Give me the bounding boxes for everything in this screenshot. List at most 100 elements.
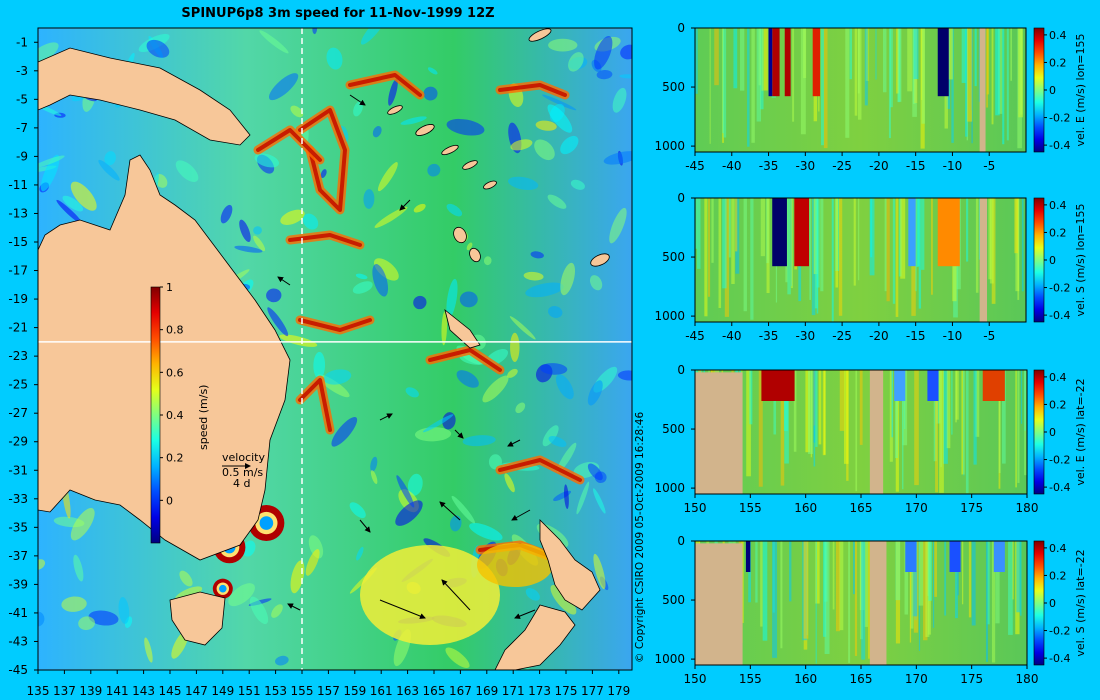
speed-streak	[508, 176, 539, 191]
section-velocity-core	[784, 28, 791, 97]
section-topography	[695, 543, 743, 665]
section-band	[709, 28, 711, 144]
speed-streak	[372, 126, 382, 138]
section-band	[749, 370, 753, 425]
section-band	[861, 541, 866, 660]
section-panel: -45 -40 -35 -30 -25 -20 -15 -10 -5 0 500 1000 0.4 0.2…	[654, 191, 1087, 343]
section-band	[761, 28, 763, 91]
section-band	[728, 198, 731, 258]
section-colorbar-tick-label: -0.2	[1049, 282, 1070, 295]
section-x-tick-label: 175	[960, 672, 983, 686]
section-colorbar-tick-label: -0.4	[1049, 139, 1070, 152]
speed-streak	[548, 38, 578, 52]
speed-streak	[446, 278, 458, 318]
section-band	[895, 370, 899, 459]
section-colorbar	[1033, 369, 1045, 495]
section-band	[1019, 541, 1022, 616]
current-filament-core	[428, 348, 502, 372]
section-band	[913, 28, 919, 80]
map-x-tick-label: 177	[581, 684, 604, 698]
section-band	[704, 198, 708, 317]
section-colorbar	[1033, 27, 1045, 153]
section-y-tick-label: 0	[677, 191, 685, 205]
section-colorbar-tick-label: 0.2	[1049, 398, 1067, 411]
speed-streak	[563, 484, 569, 510]
section-band	[965, 28, 968, 137]
speed-streak	[617, 370, 632, 381]
section-band	[902, 370, 904, 490]
section-band	[1024, 370, 1027, 476]
current-filament-core	[298, 108, 347, 212]
section-velocity-core	[908, 198, 916, 267]
section-band	[1002, 28, 1005, 145]
section-band	[805, 370, 811, 453]
section-band	[760, 541, 763, 627]
section-band	[921, 198, 925, 270]
speed-streak	[61, 596, 87, 612]
section-band	[818, 370, 822, 445]
section-x-tick-label: 175	[960, 501, 983, 515]
speed-streak	[70, 181, 97, 211]
section-x-tick-label: -25	[832, 159, 852, 173]
map-y-tick-label: -41	[8, 606, 28, 620]
section-band	[955, 370, 957, 423]
section-band	[907, 28, 913, 92]
section-band	[882, 28, 887, 93]
section-band	[961, 541, 964, 605]
section-velocity-core	[761, 370, 795, 401]
section-band	[763, 28, 768, 91]
section-band	[773, 370, 777, 435]
speed-streak	[423, 86, 438, 101]
section-band	[923, 541, 928, 641]
section-band	[735, 198, 738, 252]
speed-streak	[313, 351, 326, 379]
section-band	[854, 28, 858, 116]
section-band	[859, 370, 863, 445]
colorbar-tick-label: 1	[166, 281, 173, 294]
section-x-tick-label: 155	[739, 501, 762, 515]
island-land	[528, 28, 552, 42]
section-colorbar-label: vel. E (m/s) lon=155	[1074, 34, 1087, 147]
section-colorbar-tick-label: -0.2	[1049, 112, 1070, 125]
map-y-tick-label: -9	[16, 149, 28, 163]
section-band	[989, 198, 994, 284]
section-band	[889, 370, 893, 462]
section-band	[898, 198, 902, 277]
velocity-arrow	[399, 199, 411, 211]
section-band	[821, 28, 825, 146]
section-band	[746, 370, 751, 477]
section-colorbar-tick-label: 0.2	[1049, 226, 1067, 239]
section-band	[845, 28, 850, 138]
section-band	[858, 198, 860, 281]
speed-streak	[144, 637, 153, 663]
speed-streak	[556, 442, 577, 473]
speed-streak	[253, 226, 262, 235]
map-y-tick-label: -1	[16, 35, 28, 49]
velocity-arrow	[287, 603, 301, 611]
section-x-tick-label: -40	[722, 329, 742, 343]
map-x-tick-label: 143	[132, 684, 155, 698]
section-band	[755, 541, 758, 603]
speed-streak	[547, 104, 573, 133]
speed-streak	[515, 402, 526, 414]
speed-streak	[259, 30, 289, 54]
speed-streak	[326, 47, 343, 70]
section-colorbar-label: vel. S (m/s) lon=155	[1074, 203, 1087, 316]
section-band	[1017, 198, 1020, 300]
section-band	[991, 541, 996, 663]
speed-streak	[352, 281, 373, 294]
section-velocity-core	[993, 541, 1005, 572]
section-band	[973, 370, 977, 465]
speed-streak	[405, 387, 419, 398]
section-band	[927, 541, 929, 596]
section-colorbar-tick-label: -0.2	[1049, 625, 1070, 638]
section-band	[848, 541, 851, 663]
section-band	[884, 198, 887, 292]
speed-streak	[349, 502, 366, 519]
section-x-tick-label: 165	[850, 501, 873, 515]
section-band	[733, 28, 738, 89]
map-x-tick-label: 171	[502, 684, 525, 698]
speed-streak	[267, 307, 289, 337]
speed-streak	[356, 546, 364, 561]
vector-key-title: velocity	[222, 451, 265, 464]
